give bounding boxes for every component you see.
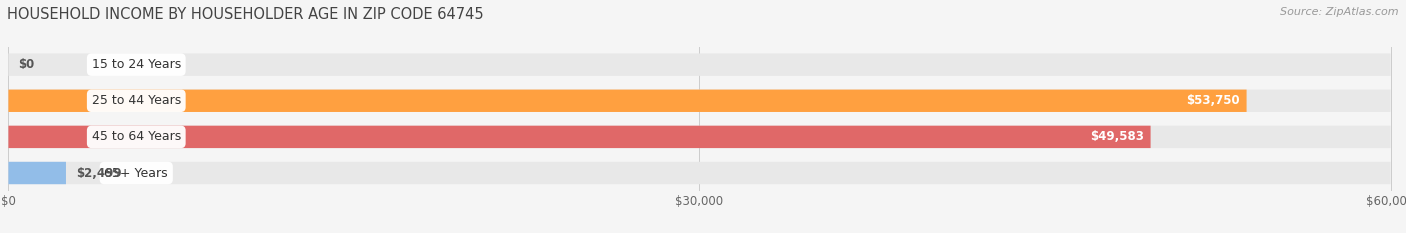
FancyBboxPatch shape xyxy=(8,126,1391,148)
Text: $2,499: $2,499 xyxy=(76,167,121,179)
FancyBboxPatch shape xyxy=(8,89,1247,112)
Text: $49,583: $49,583 xyxy=(1090,130,1143,143)
Text: 65+ Years: 65+ Years xyxy=(104,167,169,179)
Text: 25 to 44 Years: 25 to 44 Years xyxy=(91,94,181,107)
FancyBboxPatch shape xyxy=(8,89,1391,112)
FancyBboxPatch shape xyxy=(8,162,66,184)
Text: Source: ZipAtlas.com: Source: ZipAtlas.com xyxy=(1281,7,1399,17)
FancyBboxPatch shape xyxy=(8,162,1391,184)
Text: 15 to 24 Years: 15 to 24 Years xyxy=(91,58,181,71)
Text: 45 to 64 Years: 45 to 64 Years xyxy=(91,130,181,143)
Text: $53,750: $53,750 xyxy=(1187,94,1240,107)
FancyBboxPatch shape xyxy=(8,53,1391,76)
Text: $0: $0 xyxy=(18,58,34,71)
Text: HOUSEHOLD INCOME BY HOUSEHOLDER AGE IN ZIP CODE 64745: HOUSEHOLD INCOME BY HOUSEHOLDER AGE IN Z… xyxy=(7,7,484,22)
FancyBboxPatch shape xyxy=(8,126,1150,148)
